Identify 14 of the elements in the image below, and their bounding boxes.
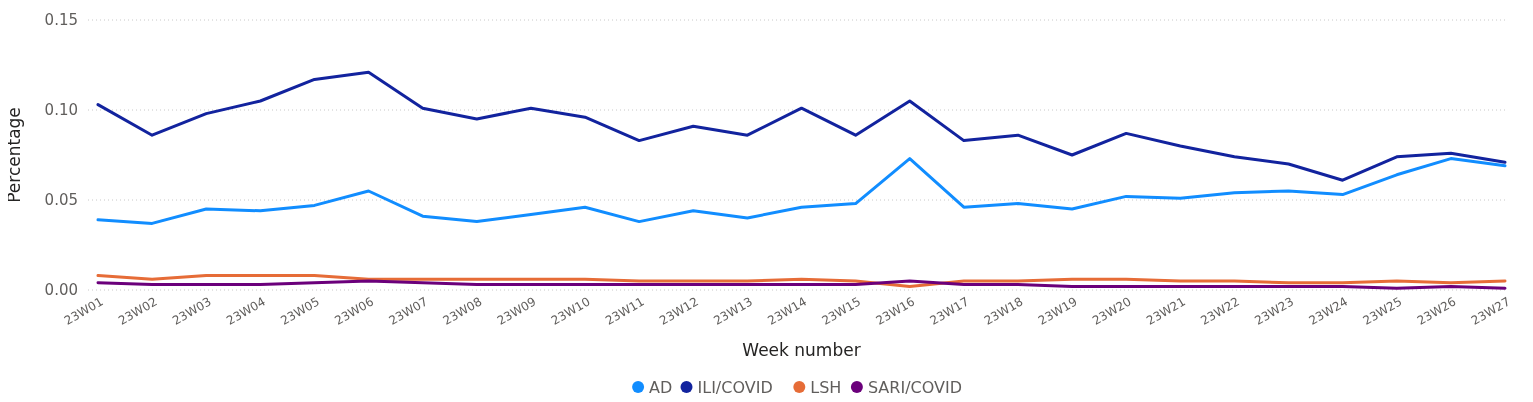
y-tick-label: 0.05 <box>44 191 78 210</box>
y-tick-label: 0.10 <box>44 101 78 120</box>
legend-label: ILI/COVID <box>697 377 773 397</box>
x-axis-title: Week number <box>742 340 861 360</box>
line-series <box>96 274 1507 288</box>
line-series <box>96 157 1507 225</box>
y-tick-label: 0.15 <box>44 11 78 30</box>
line-series <box>96 279 1507 290</box>
legend-label: SARI/COVID <box>867 377 962 397</box>
y-axis-title: Percentage <box>4 107 24 203</box>
legend-label: LSH <box>810 377 842 397</box>
y-tick-label: 0.00 <box>44 281 78 300</box>
line-series <box>96 70 1507 182</box>
legend-label: AD <box>649 377 673 397</box>
